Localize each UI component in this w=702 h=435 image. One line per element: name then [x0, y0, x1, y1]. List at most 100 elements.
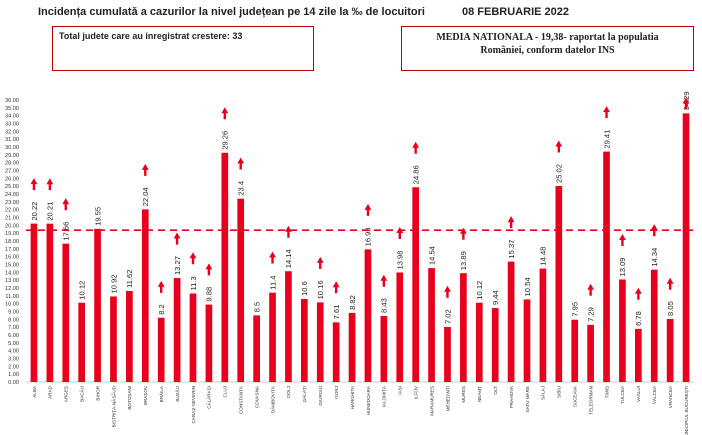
y-tick-label: 30.00: [5, 145, 19, 151]
bar: [666, 318, 674, 382]
category-label: VÂLCEA: [651, 385, 657, 404]
y-tick-label: 23.00: [5, 200, 19, 206]
data-label: 19.55: [93, 207, 102, 226]
data-label: 17.66: [62, 222, 71, 241]
increase-arrow: [141, 163, 149, 176]
y-tick-label: 25.00: [5, 184, 19, 190]
category-label: MEHEDINȚI: [445, 386, 450, 411]
bar: [62, 243, 70, 382]
y-tick-label: 3.00: [8, 357, 19, 363]
data-label: 11.3: [189, 276, 198, 290]
chart-title: Incidența cumulată a cazurilor la nivel …: [38, 6, 425, 18]
category-label: ILFOV: [413, 385, 418, 399]
category-label: MARAMUREȘ: [429, 386, 434, 416]
bar: [285, 271, 292, 382]
data-label: 13.09: [618, 257, 627, 276]
y-tick-label: 16.00: [5, 255, 19, 261]
data-label: 8.82: [348, 295, 357, 310]
bar: [189, 293, 197, 382]
national-average-line-2: României, conform datelor INS: [480, 45, 615, 56]
bar: [380, 315, 388, 382]
category-label: COVASNA: [254, 385, 259, 408]
data-label: 25.02: [555, 164, 564, 183]
category-label: SIBIU: [557, 386, 562, 398]
y-tick-label: 9.00: [8, 310, 19, 316]
y-tick-label: 0.00: [8, 380, 19, 386]
data-label: 11.4: [268, 275, 277, 289]
category-label: HUNEDOARA: [366, 385, 371, 415]
category-label: DOLJ: [286, 386, 291, 398]
increase-arrow: [682, 97, 690, 110]
data-label: 10.54: [523, 277, 532, 296]
increase-arrow: [619, 233, 626, 246]
data-label: 7.61: [332, 305, 341, 320]
data-label: 14.48: [539, 247, 548, 266]
chart-date: 08 FEBRUARIE 2022: [462, 6, 569, 18]
category-label: VASLUI: [636, 386, 641, 402]
increase-arrow: [555, 140, 563, 153]
increase-arrow: [157, 280, 165, 293]
increase-arrow: [587, 283, 595, 296]
y-tick-label: 26.00: [5, 176, 19, 182]
category-label: BRAȘOV: [143, 385, 148, 405]
category-label: SATU MARE: [525, 386, 530, 412]
data-label: 29.26: [221, 131, 230, 150]
data-label: 8.5: [252, 302, 261, 313]
bar: [682, 113, 690, 383]
y-tick-label: 12.00: [5, 286, 19, 292]
category-label: CARAȘ-SEVERIN: [191, 386, 196, 424]
category-label: DÂMBOVIȚA: [269, 385, 275, 413]
category-label: OLT: [493, 386, 498, 395]
increase-arrow: [316, 256, 324, 269]
bar: [269, 292, 276, 382]
data-label: 10.12: [77, 281, 86, 300]
bar: [396, 272, 404, 382]
bar: [126, 290, 133, 382]
increase-arrow: [650, 224, 658, 237]
y-tick-label: 18.00: [5, 239, 19, 245]
data-label: 8.2: [157, 304, 166, 315]
data-label: 11.62: [125, 270, 134, 288]
bar: [523, 299, 531, 382]
y-tick-label: 32.00: [5, 129, 19, 135]
category-label: TIMIȘ: [604, 386, 609, 398]
data-label: 20.21: [46, 202, 55, 221]
national-average-line-1: MEDIA NATIONALA - 19,38- raportat la pop…: [436, 32, 659, 43]
data-label: 7.29: [586, 307, 595, 322]
data-label: 14.34: [650, 248, 659, 267]
y-tick-label: 22.00: [5, 208, 19, 214]
y-tick-label: 36.00: [5, 98, 19, 104]
bar: [507, 261, 515, 382]
increase-arrow: [62, 198, 70, 211]
bar: [157, 317, 165, 382]
category-label: ARAD: [48, 385, 53, 398]
y-tick-label: 35.00: [5, 106, 19, 112]
increase-arrow: [205, 263, 213, 276]
increase-arrow: [364, 203, 372, 216]
bar: [253, 315, 260, 382]
y-tick-label: 10.00: [5, 302, 19, 308]
category-label: CLUJ: [223, 386, 228, 398]
data-label: 7.95: [571, 302, 580, 317]
increase-summary-box: Total judete care au inregistrat crester…: [52, 26, 314, 71]
y-tick-label: 19.00: [5, 231, 19, 237]
bar: [555, 186, 563, 382]
category-label: CĂLĂRAȘI: [206, 386, 212, 409]
data-label: 13.89: [459, 251, 468, 270]
increase-arrow: [237, 157, 245, 170]
y-tick-label: 4.00: [8, 349, 19, 355]
category-label: GALAȚI: [302, 386, 307, 402]
increase-arrow: [634, 287, 642, 300]
y-tick-label: 15.00: [5, 263, 19, 269]
y-tick-label: 31.00: [5, 137, 19, 143]
y-tick-label: 13.00: [5, 278, 19, 284]
y-tick-label: 24.00: [5, 192, 19, 198]
category-label: MUNICIPIUL BUCUREȘTI: [684, 386, 689, 435]
data-label: 10.12: [475, 281, 484, 300]
y-tick-label: 11.00: [5, 294, 19, 300]
category-label: IALOMIȚA: [382, 385, 387, 407]
category-label: SUCEAVA: [573, 385, 578, 407]
bar: [571, 319, 579, 382]
increase-arrow: [380, 274, 388, 287]
y-tick-label: 1.00: [8, 372, 19, 378]
